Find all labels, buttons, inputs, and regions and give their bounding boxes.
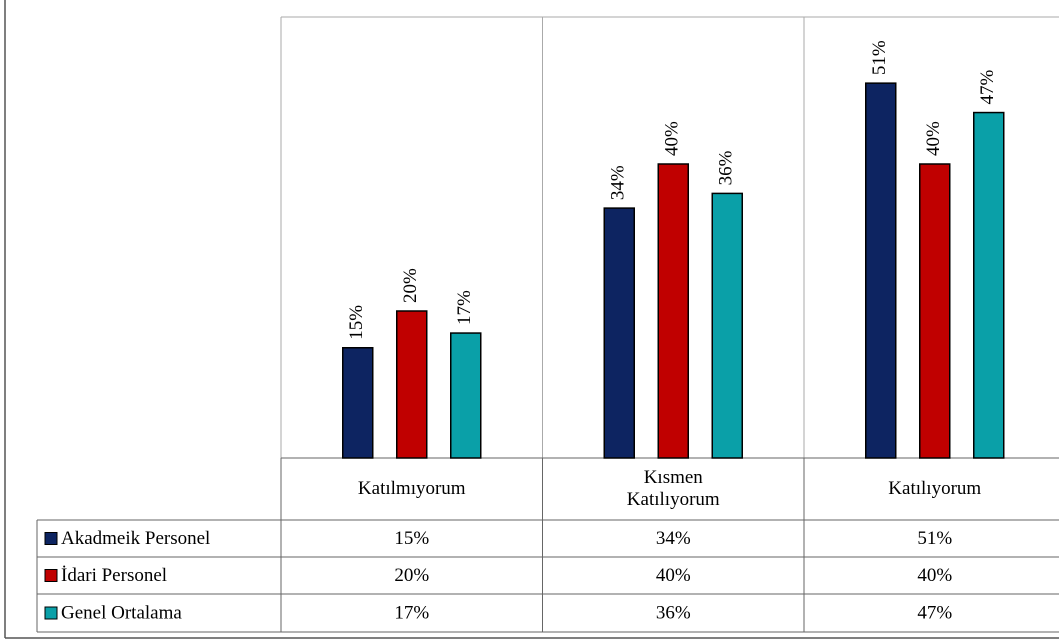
table-value: 40% bbox=[656, 565, 691, 586]
data-label: 34% bbox=[608, 165, 629, 200]
table-value: 36% bbox=[656, 602, 691, 623]
x-tick-label: Kısmen Katılıyorum bbox=[583, 458, 763, 520]
data-label: 47% bbox=[977, 70, 998, 105]
data-label: 51% bbox=[869, 40, 890, 75]
legend-key bbox=[44, 532, 58, 545]
table-value: 34% bbox=[656, 528, 691, 549]
table-value: 17% bbox=[394, 602, 429, 623]
legend-label: Genel Ortalama bbox=[61, 602, 182, 623]
bar bbox=[919, 163, 951, 459]
table-value: 15% bbox=[394, 528, 429, 549]
x-tick-label-box: Katılıyorum bbox=[845, 458, 1025, 520]
table-value: 20% bbox=[394, 565, 429, 586]
bar bbox=[396, 310, 428, 459]
legend-key bbox=[44, 569, 58, 582]
data-label: 40% bbox=[923, 121, 944, 156]
bar bbox=[865, 82, 897, 459]
data-label: 36% bbox=[716, 150, 737, 185]
x-tick-label: Katılmıyorum bbox=[322, 458, 502, 520]
bar bbox=[603, 207, 635, 459]
x-tick-label-box: Kısmen Katılıyorum bbox=[583, 458, 763, 520]
data-label: 15% bbox=[346, 305, 367, 340]
table-value: 47% bbox=[917, 602, 952, 623]
x-tick-label: Katılıyorum bbox=[845, 458, 1025, 520]
data-label: 17% bbox=[454, 290, 475, 325]
x-tick-label-box: Katılmıyorum bbox=[322, 458, 502, 520]
bar bbox=[450, 332, 482, 459]
bar bbox=[342, 347, 374, 459]
data-label: 20% bbox=[400, 268, 421, 303]
bar bbox=[973, 111, 1005, 459]
data-label: 40% bbox=[662, 121, 683, 156]
x-tick-label-text: Katılıyorum bbox=[888, 478, 982, 499]
legend-label: Akadmeik Personel bbox=[61, 528, 210, 549]
legend-label: İdari Personel bbox=[61, 565, 167, 586]
x-tick-label-text: Kısmen Katılıyorum bbox=[626, 467, 720, 510]
x-tick-label-text: Katılmıyorum bbox=[357, 478, 466, 499]
table-value: 51% bbox=[917, 528, 952, 549]
bar bbox=[711, 192, 743, 459]
table-value: 40% bbox=[917, 565, 952, 586]
bar bbox=[657, 163, 689, 459]
legend-key bbox=[44, 606, 58, 620]
